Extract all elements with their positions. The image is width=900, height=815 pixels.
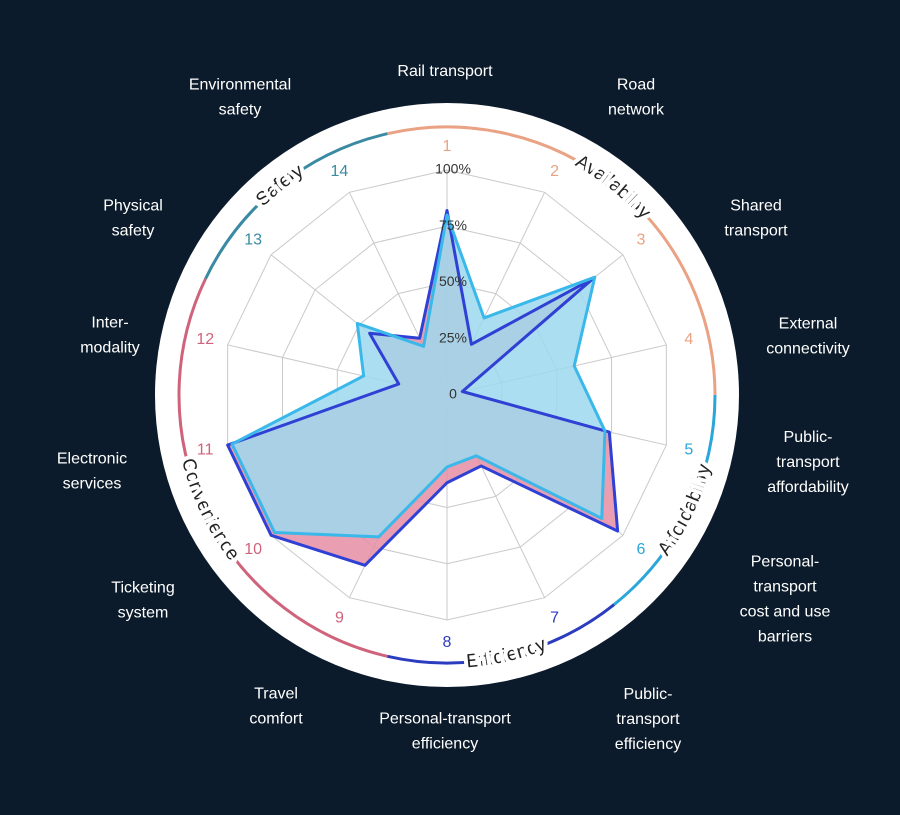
category-label-line: Environmental xyxy=(189,77,291,94)
y-tick-label: 50% xyxy=(439,273,467,289)
category-label-line: Public- xyxy=(624,686,673,703)
axis-number: 7 xyxy=(550,610,559,627)
category-label-line: transport xyxy=(724,223,788,240)
category-label-line: transport xyxy=(776,454,840,471)
series-line xyxy=(226,209,620,567)
category-label: Environmental safety xyxy=(189,77,291,119)
group-arc xyxy=(387,603,616,665)
category-label-line: affordability xyxy=(767,479,849,496)
category-label-line: network xyxy=(608,102,665,119)
axis-number: 6 xyxy=(636,541,645,558)
category-label-line: safety xyxy=(219,102,262,119)
category-label: Public-transport efficiency xyxy=(615,686,681,753)
group-arc xyxy=(387,125,717,396)
axis-number: 5 xyxy=(684,441,693,458)
category-label: Shared transport xyxy=(724,198,788,240)
category-label: Rail transport xyxy=(397,63,493,80)
category-label-line: Public- xyxy=(784,429,833,446)
category-label-line: safety xyxy=(112,223,155,240)
category-label-line: services xyxy=(63,476,122,493)
category-label: Public-transport affordability xyxy=(767,429,849,496)
category-label-line: transport xyxy=(616,711,680,728)
axis-number: 11 xyxy=(197,441,214,458)
category-label-line: cost and use xyxy=(740,604,831,621)
category-label-line: efficiency xyxy=(615,736,681,753)
category-label-line: Electronic xyxy=(57,451,127,468)
axis-number: 4 xyxy=(684,331,693,348)
axis-number: 13 xyxy=(244,232,262,249)
category-label-line: Shared xyxy=(730,198,782,215)
category-label-line: External xyxy=(779,316,838,333)
category-label-line: system xyxy=(118,605,169,622)
axis-number: 9 xyxy=(335,610,344,627)
axis-number: 1 xyxy=(443,138,452,155)
category-label: Road network xyxy=(608,77,665,119)
y-tick-label: 25% xyxy=(439,329,467,345)
y-tick-label: 100% xyxy=(435,161,471,177)
series-area xyxy=(232,215,605,537)
category-label: Personal-transport cost and use barriers xyxy=(740,554,831,646)
category-label: External connectivity xyxy=(766,316,850,358)
series-line xyxy=(230,213,607,539)
category-label: Electronic services xyxy=(57,451,127,493)
y-tick-label: 75% xyxy=(439,217,467,233)
category-label-line: transport xyxy=(753,579,817,596)
category-label-line: modality xyxy=(80,340,140,357)
category-label-line: Road xyxy=(617,77,655,94)
category-label-line: Ticketing xyxy=(111,580,174,597)
category-label: Inter-modality xyxy=(80,315,140,357)
category-label-line: efficiency xyxy=(412,736,478,753)
category-label-line: Inter- xyxy=(91,315,128,332)
category-label-line: Travel xyxy=(254,686,298,703)
axis-number: 8 xyxy=(443,634,452,651)
group-arc xyxy=(204,132,388,280)
group-arc xyxy=(177,278,388,658)
category-label-line: connectivity xyxy=(766,341,850,358)
category-label: Physical safety xyxy=(103,198,163,240)
category-label-line: Physical xyxy=(103,198,163,215)
axis-number: 2 xyxy=(550,163,559,180)
y-tick-label: 0 xyxy=(449,386,457,402)
axis-number: 10 xyxy=(244,541,262,558)
axis-number: 12 xyxy=(196,331,214,348)
group-arc xyxy=(613,394,717,606)
category-label-line: comfort xyxy=(249,711,303,728)
axis-number: 14 xyxy=(330,163,348,180)
category-label: Ticketing system xyxy=(111,580,174,622)
axis-number: 3 xyxy=(636,232,645,249)
category-label-line: Personal-transport xyxy=(379,711,511,728)
category-label-line: barriers xyxy=(758,629,812,646)
category-label-line: Rail transport xyxy=(397,63,493,80)
category-label: Personal-transport efficiency xyxy=(379,711,511,753)
category-label-line: Personal- xyxy=(751,554,819,571)
category-label: Travel comfort xyxy=(249,686,303,728)
